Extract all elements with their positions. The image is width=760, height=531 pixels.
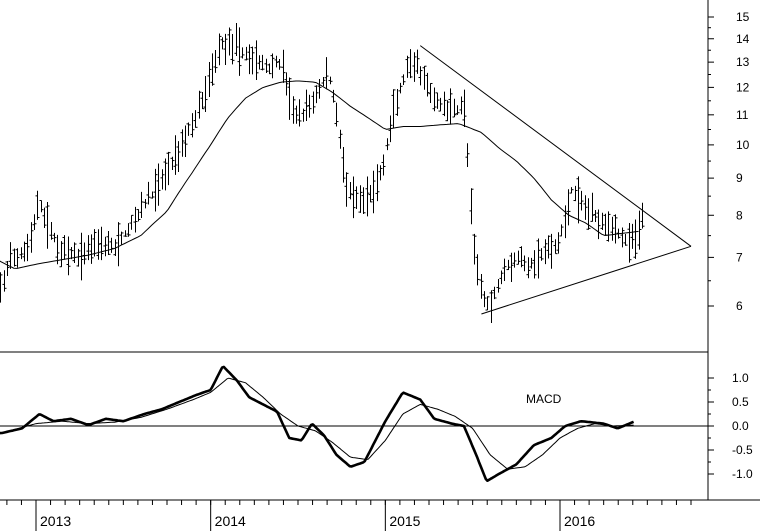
macd-macd-line: [0, 365, 635, 482]
price-tick-label: 13: [736, 55, 750, 69]
price-tick-label: 8: [736, 208, 743, 222]
macd-label: MACD: [526, 392, 562, 406]
macd-tick-label: 1.0: [732, 371, 749, 385]
year-label: 2015: [389, 513, 420, 529]
macd-tick-label: -1.0: [732, 467, 753, 481]
price-tick-label: 9: [736, 171, 743, 185]
year-label: 2014: [215, 513, 246, 529]
moving-average-line: [0, 80, 639, 269]
macd-signal-line: [0, 377, 634, 470]
price-tick-label: 10: [736, 138, 750, 152]
year-label: 2016: [564, 513, 595, 529]
price-tick-label: 14: [736, 32, 750, 46]
macd-tick-label: 0.0: [732, 419, 749, 433]
price-tick-label: 12: [736, 80, 750, 94]
macd-tick-label: 0.5: [732, 395, 749, 409]
year-label: 2013: [40, 513, 71, 529]
price-tick-label: 15: [736, 10, 750, 24]
price-tick-label: 11: [736, 108, 749, 122]
x-axis: 2013 2014 2015 2016: [0, 499, 760, 531]
macd-tick-label: -0.5: [732, 443, 753, 457]
price-panel: 15 14 13 12 11 10 9 8 7 6: [0, 0, 750, 500]
price-tick-label: 6: [736, 299, 743, 313]
trendline-upper: [419, 45, 692, 247]
macd-panel: 1.0 0.5 0.0 -0.5 -1.0 MACD: [0, 365, 753, 482]
trendline-lower: [481, 245, 692, 315]
price-tick-label: 7: [736, 250, 743, 264]
